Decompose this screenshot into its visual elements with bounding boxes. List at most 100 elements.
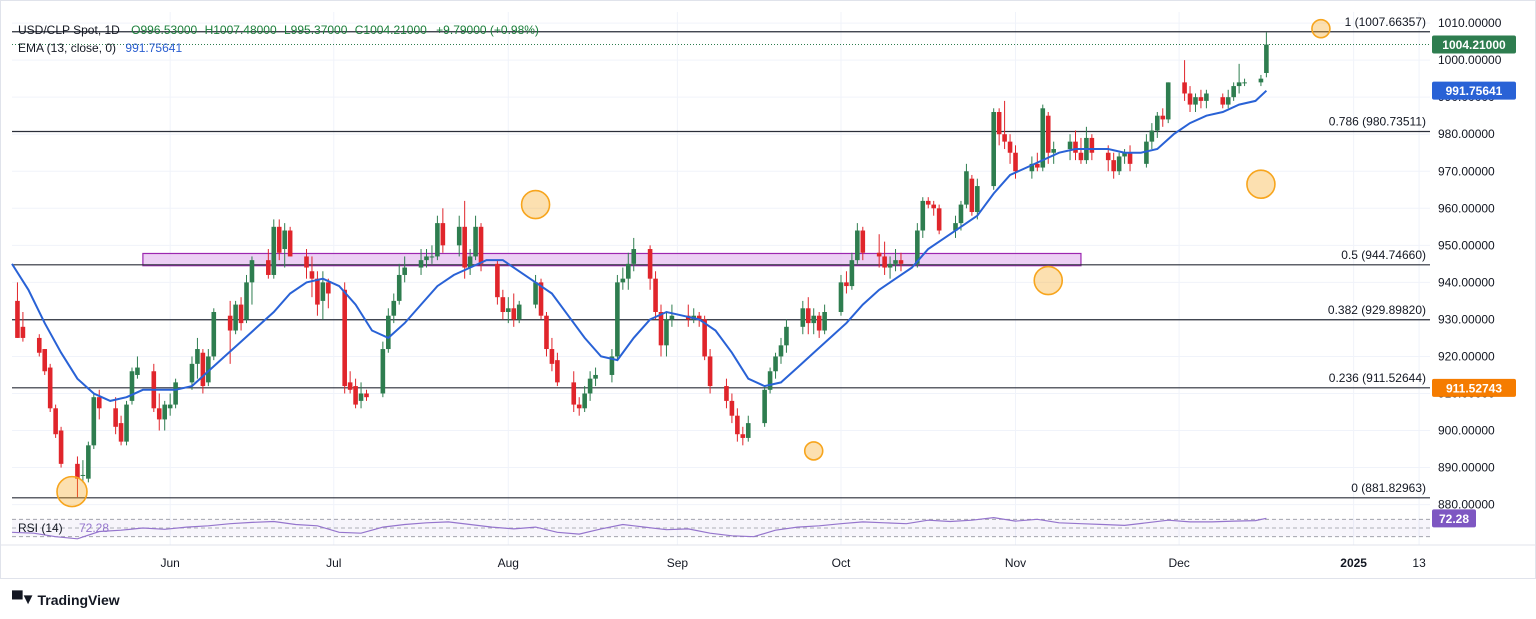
candle-body (915, 230, 920, 264)
candle (1089, 134, 1095, 161)
candle-body (1073, 141, 1078, 153)
symbol-title[interactable]: USD/CLP Spot, 1D (18, 23, 120, 37)
candle-body (1040, 108, 1046, 168)
candle (620, 267, 626, 290)
candle (189, 356, 195, 390)
candle-body (1045, 115, 1051, 153)
candle-body (391, 300, 397, 316)
candle (1073, 130, 1078, 161)
candle-body (364, 393, 369, 398)
candle (276, 219, 282, 261)
ema-legend[interactable]: EMA (13, close, 0) 991.75641 (18, 41, 182, 55)
candle-body (1225, 97, 1231, 105)
candle-body (1105, 152, 1111, 161)
candle-body (227, 315, 233, 331)
rsi-value-inline: 72.28 (79, 521, 109, 535)
candle (882, 241, 887, 275)
candle (462, 200, 467, 279)
candle (200, 349, 206, 394)
candle-body (1231, 86, 1236, 98)
candle (555, 352, 560, 387)
candle-body (1051, 149, 1056, 153)
candle-body (200, 352, 206, 387)
fib-label: 0.5 (944.74660) (1341, 248, 1426, 262)
candle-body (625, 263, 631, 279)
price-tick: 980.00000 (1438, 127, 1495, 141)
candle (309, 256, 315, 298)
candle (1187, 86, 1193, 112)
candle (1204, 89, 1209, 109)
candle-body (816, 315, 822, 331)
candle (1127, 145, 1133, 172)
candle-body (1078, 152, 1084, 161)
candle-body (555, 360, 560, 383)
candle (729, 393, 735, 424)
candle (1045, 112, 1051, 164)
candle (1007, 134, 1013, 164)
price-badge-label: 991.75641 (1446, 84, 1503, 98)
candle (936, 204, 942, 235)
candle (893, 249, 898, 272)
time-tick: Jun (160, 556, 179, 570)
tradingview-logo[interactable]: ▀▼ TradingView (12, 591, 120, 608)
candle (587, 371, 593, 401)
candle-body (784, 326, 789, 346)
candle (36, 334, 42, 357)
candle-body (347, 382, 353, 390)
candle-body (36, 337, 42, 353)
candle (625, 252, 631, 290)
candle-body (849, 260, 855, 287)
candle (958, 200, 964, 231)
candle-body (538, 282, 544, 316)
candle-body (1035, 163, 1040, 168)
candle-body (15, 300, 20, 338)
candle-body (467, 256, 473, 268)
candle-body (206, 356, 211, 383)
candle (173, 378, 178, 409)
candle (129, 367, 135, 405)
fib-label: 0.236 (911.52644) (1329, 371, 1426, 385)
candle-body (456, 226, 462, 246)
candle (724, 378, 729, 409)
price-tick: 900.00000 (1438, 424, 1495, 438)
candle (1122, 149, 1127, 164)
candle (195, 337, 200, 379)
candle-body (1149, 130, 1155, 142)
price-badge-bg (1432, 35, 1516, 54)
candle-body (925, 200, 931, 205)
candle (1264, 32, 1269, 78)
candle-body (287, 230, 293, 257)
candle (609, 349, 615, 383)
candle-body (124, 404, 129, 442)
candle-body (620, 278, 626, 283)
candle (571, 371, 577, 412)
symbol-header: USD/CLP Spot, 1D O996.53000 H1007.48000 … (18, 23, 539, 37)
candle-body (876, 252, 882, 257)
candle-body (1220, 97, 1226, 105)
candle-body (282, 230, 287, 250)
grid-lines (12, 12, 1430, 545)
candle (533, 274, 538, 309)
candle (238, 297, 244, 331)
candle (784, 319, 789, 353)
candle (244, 274, 249, 324)
time-tick: Jul (326, 556, 341, 570)
candle-body (386, 315, 391, 350)
candle-body (162, 404, 168, 420)
rsi-badge-bg (1432, 509, 1476, 528)
candle-body (822, 312, 827, 331)
rsi-label: RSI (14) (18, 521, 63, 535)
candle-body (1007, 141, 1013, 153)
candle (396, 263, 402, 305)
candle-body (429, 256, 435, 258)
candle (735, 408, 740, 442)
candle-body (767, 371, 773, 390)
candle-body (511, 308, 517, 320)
candle-body (500, 297, 506, 312)
candle-body (1264, 44, 1269, 73)
time-tick: Dec (1168, 556, 1189, 570)
candle (42, 349, 48, 375)
candle (304, 249, 309, 279)
candle-body (707, 356, 713, 387)
